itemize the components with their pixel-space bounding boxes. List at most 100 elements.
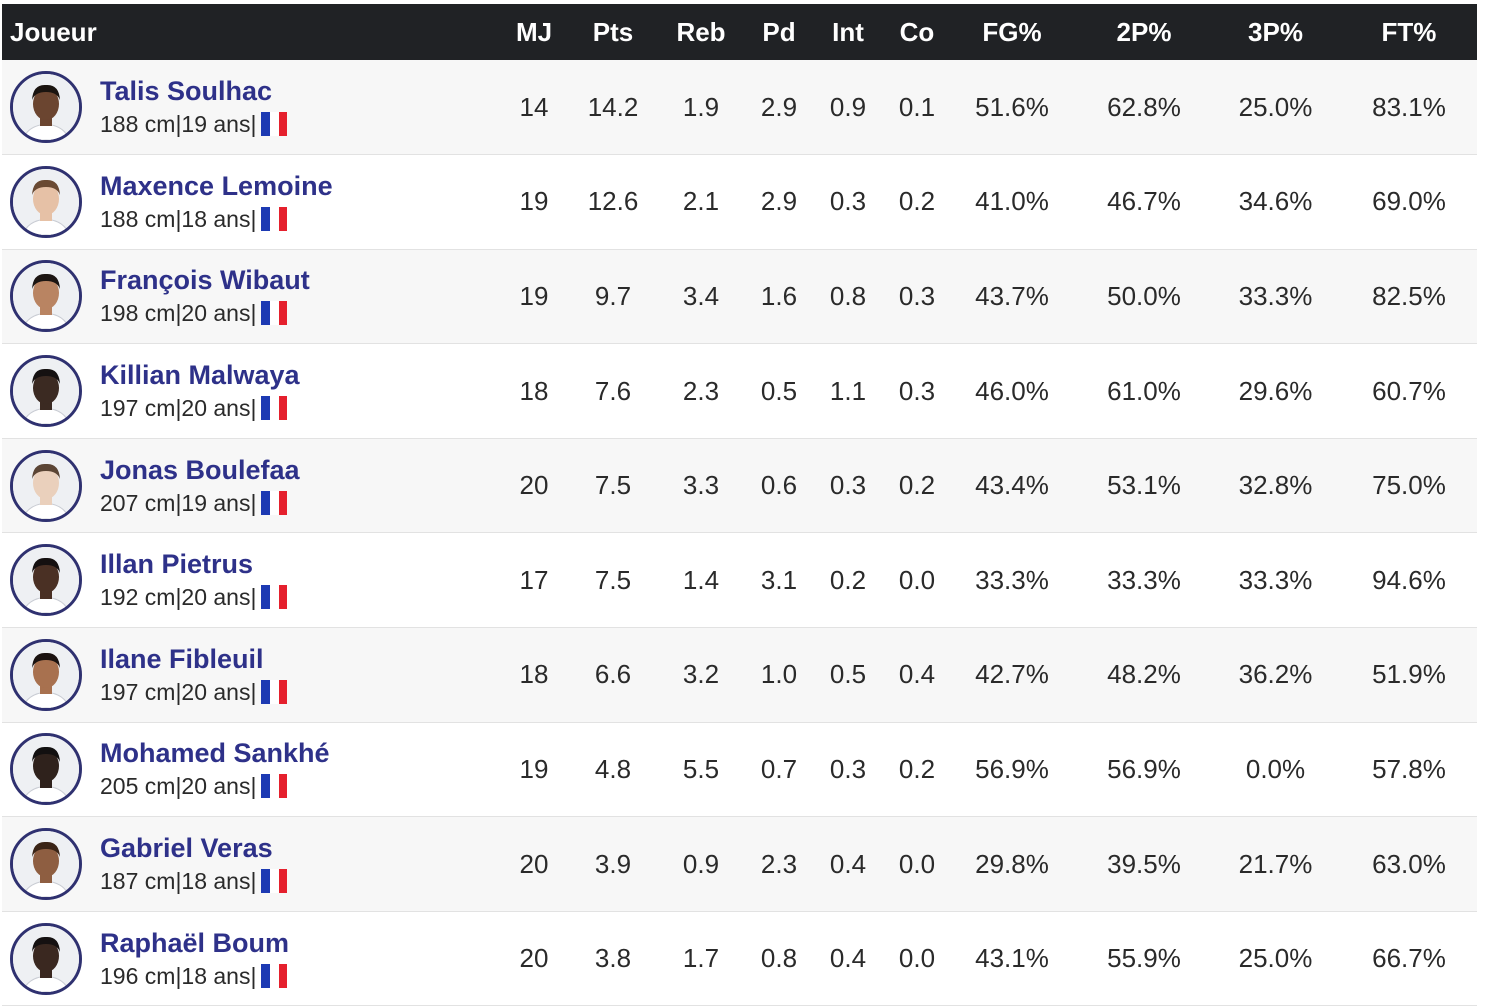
header-3p-pct[interactable]: 3P% — [1248, 16, 1303, 47]
player-name-link[interactable]: Maxence Lemoine — [100, 170, 333, 201]
stat-2p-pct: 62.8% — [1107, 91, 1181, 122]
player-name-link[interactable]: Mohamed Sankhé — [100, 738, 330, 769]
player-info: François Wibaut 198 cm | 20 ans | — [100, 263, 310, 329]
stat-pd: 0.6 — [760, 470, 798, 501]
player-cell: Raphaël Boum 196 cm | 18 ans | — [2, 911, 494, 1006]
player-avatar[interactable] — [10, 449, 82, 522]
stat-2p-pct: 33.3% — [1107, 564, 1181, 595]
player-name-link[interactable]: Talis Soulhac — [100, 76, 273, 107]
player-info: Gabriel Veras 187 cm | 18 ans | — [100, 831, 288, 897]
player-avatar[interactable] — [10, 260, 82, 333]
stat-reb: 5.5 — [682, 753, 720, 784]
player-cell: Jonas Boulefaa 207 cm | 19 ans | — [2, 438, 494, 533]
player-avatar[interactable] — [10, 165, 82, 238]
header-mj[interactable]: MJ — [515, 16, 553, 47]
meta-separator: | — [250, 962, 257, 989]
player-avatar[interactable] — [10, 828, 82, 901]
stat-pts: 4.8 — [594, 753, 632, 784]
stat-3p-pct: 33.3% — [1238, 564, 1313, 595]
player-age: 20 ans — [181, 300, 251, 327]
stat-3p-pct: 33.3% — [1238, 280, 1313, 311]
table-row: Jonas Boulefaa 207 cm | 19 ans | 20 7.5 3.… — [2, 438, 1477, 533]
table-row: Raphaël Boum 196 cm | 18 ans | 20 3.8 1.7 0… — [2, 911, 1477, 1006]
player-name-link[interactable]: Gabriel Veras — [100, 833, 273, 864]
meta-separator: | — [175, 678, 182, 705]
player-meta: 197 cm | 20 ans | — [100, 676, 288, 708]
player-photo-icon — [13, 925, 79, 992]
player-height: 188 cm — [100, 205, 176, 232]
player-block: Talis Soulhac 188 cm | 19 ans | — [2, 71, 494, 144]
stat-pd: 0.8 — [760, 943, 798, 974]
stat-reb: 3.2 — [682, 659, 720, 690]
player-block: Killian Malwaya 197 cm | 20 ans | — [2, 355, 494, 428]
player-name-link[interactable]: Ilane Fibleuil — [100, 643, 264, 674]
header-int[interactable]: Int — [832, 16, 864, 47]
header-2p-pct[interactable]: 2P% — [1116, 16, 1172, 47]
stat-ft-pct: 51.9% — [1372, 659, 1446, 690]
player-meta: 207 cm | 19 ans | — [100, 487, 300, 519]
stat-reb: 3.4 — [682, 280, 720, 311]
player-avatar[interactable] — [10, 71, 82, 144]
stat-int: 0.8 — [829, 280, 867, 311]
stat-co: 0.2 — [898, 470, 936, 501]
stat-fg-pct: 41.0% — [975, 186, 1049, 217]
stat-ft-pct: 69.0% — [1372, 186, 1446, 217]
stat-pts: 9.7 — [594, 280, 632, 311]
player-name-link[interactable]: Illan Pietrus — [100, 549, 254, 580]
player-meta: 188 cm | 18 ans | — [100, 203, 333, 235]
stat-fg-pct: 46.0% — [975, 375, 1049, 406]
header-pd[interactable]: Pd — [762, 16, 796, 47]
meta-separator: | — [250, 584, 257, 611]
player-name-link[interactable]: Jonas Boulefaa — [100, 454, 300, 485]
stat-3p-pct: 25.0% — [1238, 91, 1313, 122]
player-cell: Maxence Lemoine 188 cm | 18 ans | — [2, 155, 494, 250]
header-row: Joueur MJ Pts Reb Pd Int Co FG% 2P% 3P% … — [2, 4, 1477, 60]
stat-pts: 7.5 — [594, 470, 632, 501]
player-meta: 188 cm | 19 ans | — [100, 108, 288, 140]
player-stats-table: Joueur MJ Pts Reb Pd Int Co FG% 2P% 3P% … — [2, 4, 1477, 1006]
stat-co: 0.0 — [898, 943, 936, 974]
meta-separator: | — [175, 489, 182, 516]
player-avatar[interactable] — [10, 922, 82, 995]
player-name-link[interactable]: Killian Malwaya — [100, 360, 300, 391]
stat-reb: 1.7 — [682, 943, 720, 974]
player-height: 196 cm — [100, 962, 176, 989]
table-row: Talis Soulhac 188 cm | 19 ans | 14 14.2 1.… — [2, 60, 1477, 155]
header-ft-pct[interactable]: FT% — [1381, 16, 1437, 47]
header-fg-pct[interactable]: FG% — [982, 16, 1042, 47]
player-age: 19 ans — [181, 489, 251, 516]
player-block: Ilane Fibleuil 197 cm | 20 ans | — [2, 638, 494, 711]
meta-separator: | — [175, 868, 182, 895]
player-avatar[interactable] — [10, 544, 82, 617]
stat-3p-pct: 21.7% — [1238, 848, 1313, 879]
header-joueur[interactable]: Joueur — [10, 16, 97, 47]
table-row: Gabriel Veras 187 cm | 18 ans | 20 3.9 0.9… — [2, 816, 1477, 912]
stat-pd: 1.6 — [760, 280, 798, 311]
player-photo-icon — [13, 358, 79, 425]
header-co[interactable]: Co — [899, 16, 935, 47]
stat-2p-pct: 55.9% — [1107, 943, 1181, 974]
stat-3p-pct: 29.6% — [1238, 375, 1313, 406]
stat-fg-pct: 33.3% — [975, 564, 1049, 595]
stat-pts: 3.9 — [594, 848, 632, 879]
player-avatar[interactable] — [10, 638, 82, 711]
player-info: Killian Malwaya 197 cm | 20 ans | — [100, 358, 300, 424]
player-age: 19 ans — [181, 111, 251, 138]
player-name-link[interactable]: François Wibaut — [100, 265, 310, 296]
header-reb[interactable]: Reb — [676, 16, 726, 47]
stat-reb: 3.3 — [682, 470, 720, 501]
stat-pd: 2.9 — [760, 186, 798, 217]
france-flag-icon — [261, 206, 288, 231]
player-avatar[interactable] — [10, 733, 82, 806]
player-block: Illan Pietrus 192 cm | 20 ans | — [2, 544, 494, 617]
header-pts[interactable]: Pts — [592, 16, 634, 47]
stat-3p-pct: 34.6% — [1238, 186, 1313, 217]
player-age: 20 ans — [181, 395, 251, 422]
player-cell: Illan Pietrus 192 cm | 20 ans | — [2, 533, 494, 628]
france-flag-icon — [261, 585, 288, 610]
player-name-link[interactable]: Raphaël Boum — [100, 927, 290, 958]
player-cell: Mohamed Sankhé 205 cm | 20 ans | — [2, 722, 494, 817]
stat-3p-pct: 0.0% — [1245, 753, 1306, 784]
player-avatar[interactable] — [10, 355, 82, 428]
player-block: François Wibaut 198 cm | 20 ans | — [2, 260, 494, 333]
